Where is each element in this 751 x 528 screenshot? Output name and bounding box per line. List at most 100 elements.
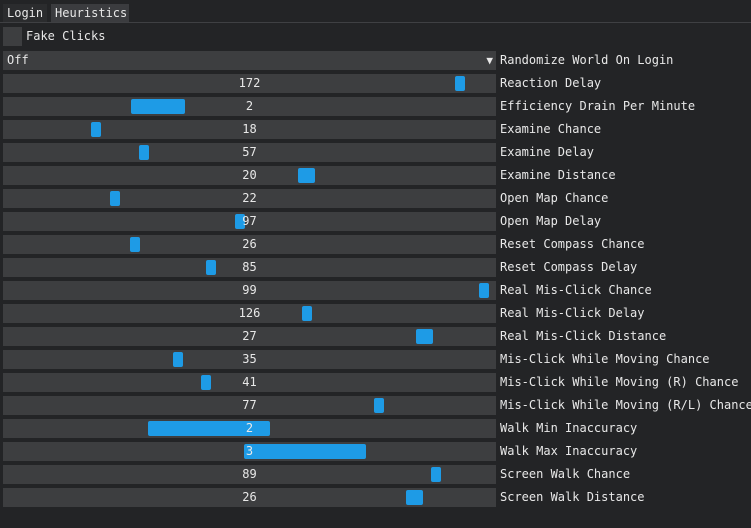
screen-walk-chance-slider[interactable]: 89 — [3, 465, 496, 484]
examine-distance-slider-grab[interactable] — [298, 168, 315, 183]
reset-compass-delay-slider[interactable]: 85 — [3, 258, 496, 277]
tab-bar: Login Heuristics — [0, 0, 751, 23]
open-map-delay-slider[interactable]: 97 — [3, 212, 496, 231]
real-mis-click-chance-label: Real Mis-Click Chance — [500, 283, 652, 297]
examine-delay-slider[interactable]: 57 — [3, 143, 496, 162]
real-mis-click-chance-row: 99 Real Mis-Click Chance — [3, 281, 751, 300]
randomize-world-value: Off — [7, 53, 29, 67]
randomize-world-combo[interactable]: Off ▼ — [3, 51, 496, 70]
walk-max-inaccuracy-slider[interactable]: 3 — [3, 442, 496, 461]
open-map-delay-label: Open Map Delay — [500, 214, 602, 228]
open-map-chance-slider-grab[interactable] — [110, 191, 120, 206]
mis-click-while-moving-r-chance-slider-grab[interactable] — [201, 375, 211, 390]
mis-click-while-moving-chance-value: 35 — [242, 352, 257, 366]
efficiency-drain-per-minute-slider[interactable]: 2 — [3, 97, 496, 116]
examine-delay-value: 57 — [242, 145, 257, 159]
mis-click-while-moving-chance-label: Mis-Click While Moving Chance — [500, 352, 710, 366]
efficiency-drain-per-minute-label: Efficiency Drain Per Minute — [500, 99, 696, 113]
open-map-delay-row: 97 Open Map Delay — [3, 212, 751, 231]
examine-chance-value: 18 — [242, 122, 257, 136]
examine-chance-label: Examine Chance — [500, 122, 602, 136]
mis-click-while-moving-r-chance-label: Mis-Click While Moving (R) Chance — [500, 375, 739, 389]
walk-min-inaccuracy-slider-grab[interactable] — [148, 421, 270, 436]
reset-compass-chance-slider-grab[interactable] — [130, 237, 140, 252]
examine-delay-slider-grab[interactable] — [139, 145, 149, 160]
reset-compass-chance-row: 26 Reset Compass Chance — [3, 235, 751, 254]
reset-compass-delay-value: 85 — [242, 260, 257, 274]
screen-walk-chance-slider-grab[interactable] — [431, 467, 441, 482]
reaction-delay-slider[interactable]: 172 — [3, 74, 496, 93]
open-map-delay-slider-grab[interactable] — [235, 214, 245, 229]
fake-clicks-checkbox[interactable] — [3, 27, 22, 46]
screen-walk-chance-label: Screen Walk Chance — [500, 467, 631, 481]
examine-delay-label: Examine Delay — [500, 145, 594, 159]
real-mis-click-delay-row: 126 Real Mis-Click Delay — [3, 304, 751, 323]
reset-compass-chance-value: 26 — [242, 237, 257, 251]
screen-walk-chance-row: 89 Screen Walk Chance — [3, 465, 751, 484]
mis-click-while-moving-r-chance-value: 41 — [242, 375, 257, 389]
efficiency-drain-per-minute-row: 2 Efficiency Drain Per Minute — [3, 97, 751, 116]
tab-login[interactable]: Login — [3, 4, 47, 22]
randomize-world-row: Off ▼ Randomize World On Login — [3, 51, 751, 70]
screen-walk-distance-slider-grab[interactable] — [406, 490, 423, 505]
real-mis-click-chance-value: 99 — [242, 283, 257, 297]
reset-compass-delay-row: 85 Reset Compass Delay — [3, 258, 751, 277]
reset-compass-chance-label: Reset Compass Chance — [500, 237, 645, 251]
examine-chance-slider[interactable]: 18 — [3, 120, 496, 139]
real-mis-click-distance-slider-grab[interactable] — [416, 329, 433, 344]
mis-click-while-moving-chance-row: 35 Mis-Click While Moving Chance — [3, 350, 751, 369]
randomize-world-label: Randomize World On Login — [500, 53, 674, 67]
reaction-delay-label: Reaction Delay — [500, 76, 602, 90]
real-mis-click-distance-slider[interactable]: 27 — [3, 327, 496, 346]
mis-click-while-moving-r-l-chance-row: 77 Mis-Click While Moving (R/L) Chance — [3, 396, 751, 415]
real-mis-click-distance-label: Real Mis-Click Distance — [500, 329, 667, 343]
real-mis-click-delay-slider-grab[interactable] — [302, 306, 312, 321]
efficiency-drain-per-minute-slider-grab[interactable] — [131, 99, 185, 114]
efficiency-drain-per-minute-value: 2 — [245, 99, 254, 113]
real-mis-click-chance-slider-grab[interactable] — [479, 283, 489, 298]
mis-click-while-moving-r-l-chance-slider-grab[interactable] — [374, 398, 384, 413]
screen-walk-distance-row: 26 Screen Walk Distance — [3, 488, 751, 507]
reaction-delay-row: 172 Reaction Delay — [3, 74, 751, 93]
open-map-delay-value: 97 — [242, 214, 257, 228]
real-mis-click-delay-slider[interactable]: 126 — [3, 304, 496, 323]
open-map-chance-label: Open Map Chance — [500, 191, 609, 205]
screen-walk-chance-value: 89 — [242, 467, 257, 481]
examine-distance-row: 20 Examine Distance — [3, 166, 751, 185]
examine-chance-row: 18 Examine Chance — [3, 120, 751, 139]
walk-min-inaccuracy-slider[interactable]: 2 — [3, 419, 496, 438]
walk-max-inaccuracy-label: Walk Max Inaccuracy — [500, 444, 638, 458]
tab-heuristics[interactable]: Heuristics — [51, 4, 129, 22]
real-mis-click-delay-value: 126 — [238, 306, 261, 320]
mis-click-while-moving-chance-slider-grab[interactable] — [173, 352, 183, 367]
examine-chance-slider-grab[interactable] — [91, 122, 101, 137]
examine-delay-row: 57 Examine Delay — [3, 143, 751, 162]
examine-distance-label: Examine Distance — [500, 168, 616, 182]
walk-max-inaccuracy-row: 3 Walk Max Inaccuracy — [3, 442, 751, 461]
real-mis-click-chance-slider[interactable]: 99 — [3, 281, 496, 300]
real-mis-click-distance-row: 27 Real Mis-Click Distance — [3, 327, 751, 346]
reaction-delay-value: 172 — [238, 76, 261, 90]
reset-compass-chance-slider[interactable]: 26 — [3, 235, 496, 254]
mis-click-while-moving-chance-slider[interactable]: 35 — [3, 350, 496, 369]
open-map-chance-row: 22 Open Map Chance — [3, 189, 751, 208]
walk-min-inaccuracy-row: 2 Walk Min Inaccuracy — [3, 419, 751, 438]
reset-compass-delay-slider-grab[interactable] — [206, 260, 216, 275]
open-map-chance-value: 22 — [242, 191, 257, 205]
open-map-chance-slider[interactable]: 22 — [3, 189, 496, 208]
reaction-delay-slider-grab[interactable] — [455, 76, 465, 91]
mis-click-while-moving-r-chance-slider[interactable]: 41 — [3, 373, 496, 392]
walk-max-inaccuracy-slider-grab[interactable] — [244, 444, 366, 459]
mis-click-while-moving-r-l-chance-slider[interactable]: 77 — [3, 396, 496, 415]
real-mis-click-delay-label: Real Mis-Click Delay — [500, 306, 645, 320]
screen-walk-distance-slider[interactable]: 26 — [3, 488, 496, 507]
fake-clicks-label: Fake Clicks — [26, 29, 106, 43]
mis-click-while-moving-r-l-chance-value: 77 — [242, 398, 257, 412]
reset-compass-delay-label: Reset Compass Delay — [500, 260, 638, 274]
mis-click-while-moving-r-l-chance-label: Mis-Click While Moving (R/L) Chance — [500, 398, 751, 412]
dropdown-arrow-icon: ▼ — [486, 54, 493, 67]
examine-distance-value: 20 — [242, 168, 257, 182]
mis-click-while-moving-r-chance-row: 41 Mis-Click While Moving (R) Chance — [3, 373, 751, 392]
screen-walk-distance-label: Screen Walk Distance — [500, 490, 645, 504]
examine-distance-slider[interactable]: 20 — [3, 166, 496, 185]
